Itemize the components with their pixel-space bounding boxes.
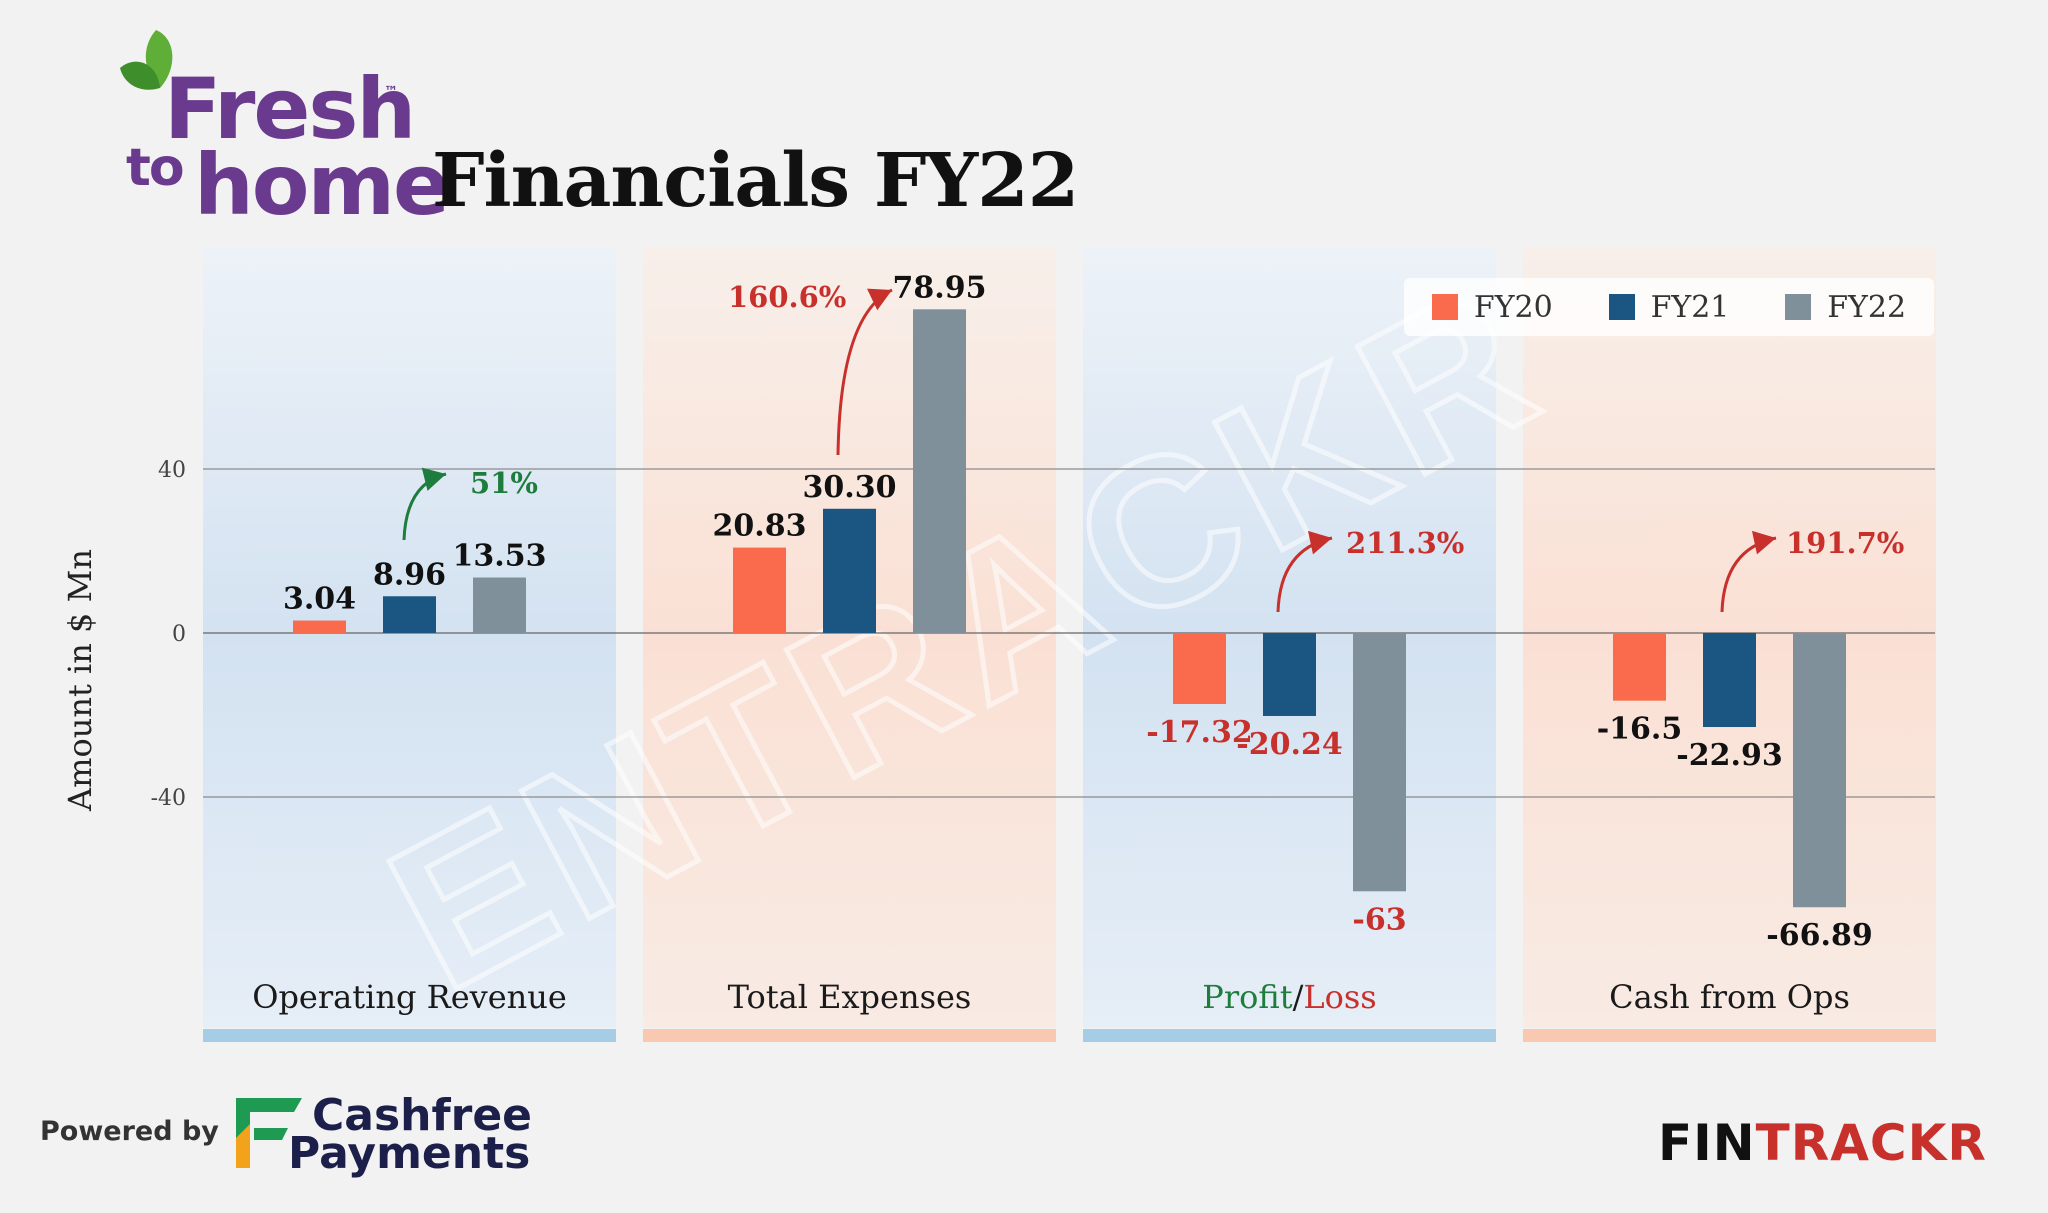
growth-arrow-head [1751,530,1776,555]
bar [913,309,966,633]
freshtohome-logo: Fresh ™ to home [112,24,450,234]
bar [1703,633,1756,728]
bar [1613,633,1666,701]
bar-label: -66.89 [1766,918,1872,953]
cashfree-wordmark-line2: Payments [288,1128,531,1179]
y-tick-label: -40 [151,786,186,811]
chart-title: Financials FY22 [432,138,1079,224]
category-labels: Operating Revenue Total Expenses Profit/Lo… [252,978,1850,1016]
legend-item-fy20: FY20 [1431,289,1553,325]
legend-item-fy21: FY21 [1608,289,1730,325]
bar-label: 3.04 [283,582,356,617]
growth-arrow-head [421,467,446,491]
fintrackr-logo: FINTRACKR [1658,1114,1987,1172]
y-axis-ticks: 40 0 -40 [151,458,186,811]
growth-annotation: 160.6% [728,280,846,314]
legend-label-fy21: FY21 [1650,289,1730,325]
growth-annotation: 211.3% [1346,526,1464,560]
bar [733,547,786,633]
logo-tm: ™ [384,84,398,100]
category-label: Total Expenses [728,978,972,1016]
bar-label: -20.24 [1236,727,1342,762]
bar-label: -22.93 [1676,738,1782,773]
bar [1793,633,1846,908]
bar-label: 20.83 [713,509,807,544]
powered-by-text: Powered by [40,1116,219,1147]
y-tick-label: 0 [172,622,186,647]
bar [293,620,346,633]
category-panel-strip [1083,1029,1496,1042]
bar-label: 8.96 [373,557,446,592]
growth-annotation: 191.7% [1786,526,1904,560]
y-axis-label: Amount in $ Mn [61,549,99,811]
growth-arrow-head [866,288,892,311]
category-label: Operating Revenue [252,978,567,1016]
legend-swatch-fy21 [1608,294,1635,320]
legend: FY20 FY21 FY22 [1404,278,1934,336]
category-label: Profit/Loss [1202,978,1376,1016]
bar-label: -63 [1352,902,1406,937]
bar-label: 30.30 [803,470,897,505]
logo-word-to: to [126,138,185,198]
bar-label: -17.32 [1146,715,1252,750]
category-panel [643,248,1056,1028]
growth-annotation: 51% [470,466,538,500]
bar [1353,633,1406,892]
legend-swatch-fy20 [1431,294,1458,320]
category-label-loss: Loss [1303,978,1376,1016]
bar-label: 78.95 [893,270,987,305]
cashfree-logo-icon [236,1098,302,1168]
bar-label: 13.53 [453,539,547,574]
fintrackr-word-fin: FIN [1658,1114,1756,1172]
logo-word-fresh: Fresh [164,60,416,158]
legend-label-fy22: FY22 [1827,289,1907,325]
legend-swatch-fy22 [1785,294,1812,320]
category-panel-strip [1523,1029,1936,1042]
legend-label-fy20: FY20 [1473,289,1553,325]
growth-arrow-head [1307,530,1332,555]
bar-label: -16.5 [1597,712,1683,747]
bar [1263,633,1316,716]
fintrackr-word-trackr: TRACKR [1755,1114,1987,1172]
category-panel-strip [643,1029,1056,1042]
category-panel-strip [203,1029,616,1042]
bar [383,596,436,633]
category-label-profit: Profit [1202,978,1292,1016]
y-tick-label: 40 [158,458,186,483]
bar [473,577,526,633]
growth-arrows: 51% 160.6% 211.3% 191.7% [402,280,1904,613]
bars [293,309,1846,908]
category-label-slash: / [1293,978,1304,1016]
category-panel [203,248,616,1028]
bar [1173,633,1226,705]
cashfree-wordmark-line1: Cashfree [312,1090,533,1141]
legend-item-fy22: FY22 [1785,290,1906,325]
leaf-icon [120,30,173,90]
logo-word-home: home [194,136,450,234]
bar [823,508,876,633]
category-label: Cash from Ops [1609,978,1850,1016]
